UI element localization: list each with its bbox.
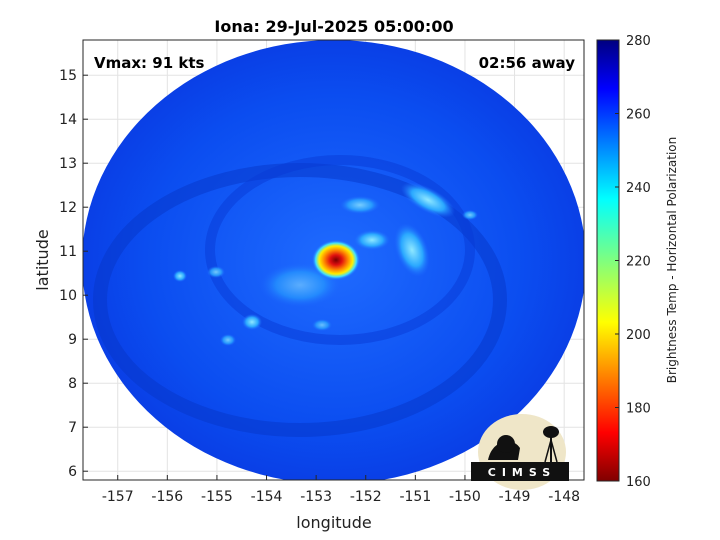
x-tick-label: -154 [251, 489, 283, 505]
axis-ticks: -157 -156 -155 -154 -153 -152 -151 -150 -149 -148… [59, 68, 580, 505]
y-axis-label: latitude [33, 229, 52, 290]
storm-eye [312, 240, 360, 280]
y-tick-label: 13 [59, 156, 77, 172]
colorbar-tick-label: 160 [626, 475, 651, 490]
colorbar-label: Brightness Temp - Horizontal Polarizatio… [665, 137, 679, 384]
time-away-label: 02:56 away [479, 54, 576, 72]
x-tick-label: -157 [102, 489, 134, 505]
x-tick-label: -148 [548, 489, 580, 505]
y-tick-label: 9 [68, 332, 77, 348]
x-tick-label: -152 [350, 489, 382, 505]
y-tick-label: 15 [59, 68, 77, 84]
x-tick-label: -155 [201, 489, 233, 505]
logo-text: CIMSS [488, 466, 556, 479]
y-tick-label: 7 [68, 420, 77, 436]
microwave-swath [83, 40, 584, 480]
y-tick-label: 8 [68, 376, 77, 392]
x-tick-label: -153 [300, 489, 332, 505]
y-tick-label: 11 [59, 244, 77, 260]
colorbar-tick-label: 180 [626, 402, 651, 417]
colorbar-tick-label: 280 [626, 34, 651, 49]
y-tick-label: 14 [59, 112, 77, 128]
cimss-logo: CIMSS [471, 414, 569, 490]
x-tick-label: -156 [151, 489, 183, 505]
vmax-label: Vmax: 91 kts [94, 54, 204, 72]
colorbar-tick-label: 200 [626, 328, 651, 343]
colorbar-tick-label: 260 [626, 108, 651, 123]
colorbar-ticks: 160 180 200 220 240 260 280 [615, 34, 651, 490]
colorbar-tick-label: 220 [626, 255, 651, 270]
x-tick-label: -150 [449, 489, 481, 505]
plot-title: Iona: 29-Jul-2025 05:00:00 [214, 17, 453, 36]
x-tick-label: -149 [499, 489, 531, 505]
colorbar-tick-label: 240 [626, 181, 651, 196]
y-tick-label: 10 [59, 288, 77, 304]
axes-frame [82, 39, 585, 481]
x-axis-label: longitude [296, 513, 371, 532]
x-tick-label: -151 [399, 489, 431, 505]
y-tick-label: 6 [68, 464, 77, 480]
y-tick-label: 12 [59, 200, 77, 216]
